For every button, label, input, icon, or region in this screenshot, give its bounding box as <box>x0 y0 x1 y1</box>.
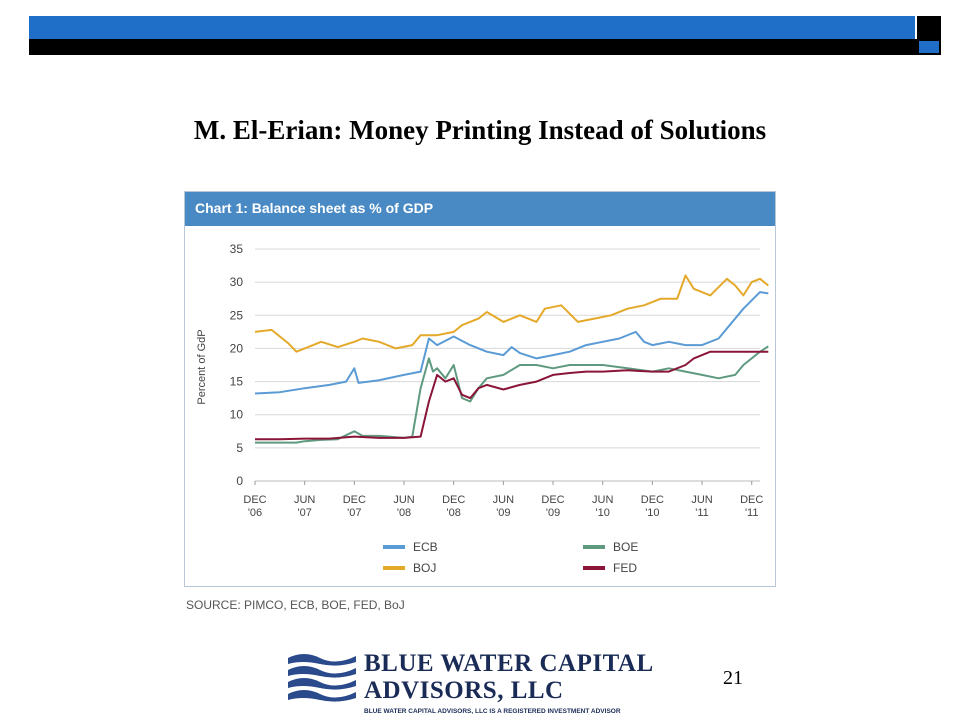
legend-label-fed: FED <box>613 561 637 575</box>
x-tick-label: '08 <box>397 507 411 519</box>
series-layer <box>254 274 769 444</box>
x-tick-label: DEC <box>541 494 564 506</box>
x-tick-label: DEC <box>243 494 266 506</box>
y-tick-label: 0 <box>236 474 243 488</box>
slide-number: 21 <box>723 667 743 689</box>
header-bar-blue <box>29 16 915 39</box>
x-tick-label: '07 <box>298 507 312 519</box>
header-corner-blue <box>919 41 939 53</box>
series-line-boj <box>254 274 769 353</box>
legend: ECB BOE BOJ FED <box>383 540 638 575</box>
series-line-ecb <box>254 291 769 395</box>
x-tick-label: JUN <box>294 494 315 506</box>
x-tick-label: '09 <box>546 507 560 519</box>
slide-title: M. El-Erian: Money Printing Instead of S… <box>193 115 767 145</box>
logo-tagline: BLUE WATER CAPITAL ADVISORS, LLC IS A RE… <box>364 708 621 715</box>
y-tick-labels: 0 5 10 15 20 25 30 35 <box>230 242 244 488</box>
x-tick-label: JUN <box>691 494 712 506</box>
y-axis-label: Percent of GdP <box>196 329 208 404</box>
series-line-fed <box>255 350 769 441</box>
x-tick-label: DEC <box>343 494 366 506</box>
chart-container: Chart 1: Balance sheet as % of GDP 0 5 10 1… <box>184 191 776 587</box>
x-tick-label: DEC <box>740 494 763 506</box>
y-tick-label: 5 <box>236 441 243 455</box>
y-tick-label: 15 <box>230 375 244 389</box>
y-tick-label: 20 <box>230 341 244 355</box>
x-tick-label: JUN <box>493 494 514 506</box>
chart-header: Chart 1: Balance sheet as % of GDP <box>185 192 775 226</box>
legend-label-boe: BOE <box>613 540 638 554</box>
x-tick-label: JUN <box>592 494 613 506</box>
grid-layer <box>255 248 760 482</box>
legend-label-boj: BOJ <box>413 561 436 575</box>
legend-label-ecb: ECB <box>413 540 438 554</box>
wave-logo-icon <box>288 654 356 702</box>
x-tick-label: '08 <box>447 507 461 519</box>
y-tick-label: 10 <box>230 408 244 422</box>
y-tick-label: 35 <box>230 242 244 256</box>
x-tick-label: '10 <box>596 507 610 519</box>
header-bar-black <box>29 39 941 55</box>
x-tick-label: '09 <box>496 507 510 519</box>
y-tick-label: 25 <box>230 308 244 322</box>
x-tick-label: DEC <box>442 494 465 506</box>
x-tick-label: '07 <box>347 507 361 519</box>
x-tick-label: '06 <box>248 507 262 519</box>
x-tick-label: '11 <box>745 507 759 519</box>
logo-name-line1: BLUE WATER CAPITAL <box>364 650 654 677</box>
y-tick-label: 30 <box>230 275 244 289</box>
chart-source: SOURCE: PIMCO, ECB, BOE, FED, BoJ <box>186 598 405 612</box>
x-tick-label: '11 <box>695 507 709 519</box>
x-tick-label: JUN <box>393 494 414 506</box>
header-corner-black <box>917 16 941 39</box>
x-tick-labels: DEC'06JUN'07DEC'07JUN'08DEC'08JUN'09DEC'… <box>243 481 763 519</box>
x-tick-label: DEC <box>641 494 664 506</box>
company-logo: BLUE WATER CAPITAL ADVISORS, LLC BLUE WA… <box>286 646 658 720</box>
chart-title: Chart 1: Balance sheet as % of GDP <box>195 200 434 216</box>
x-tick-label: '10 <box>645 507 659 519</box>
logo-name-line2: ADVISORS, LLC <box>364 677 564 704</box>
